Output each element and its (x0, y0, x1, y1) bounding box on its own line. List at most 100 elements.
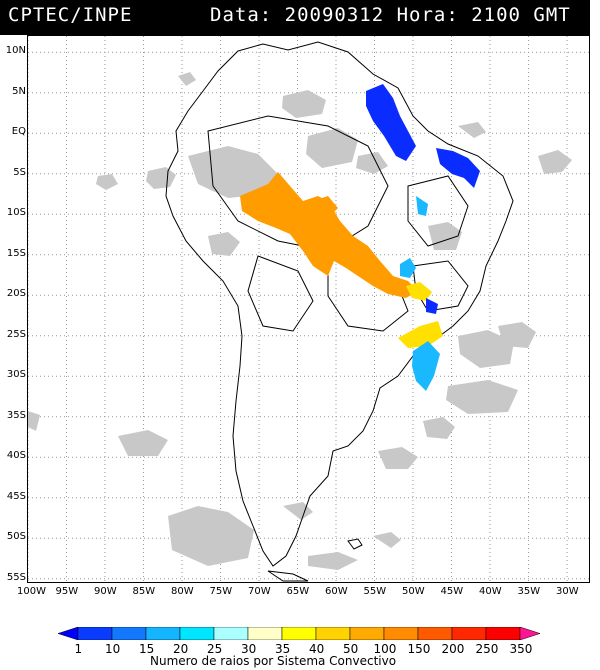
legend-color-swatch (281, 627, 317, 640)
cloud-area (356, 152, 388, 174)
cloud-area (118, 430, 168, 456)
legend-color-swatch (349, 627, 385, 640)
south-america-coastline (165, 41, 514, 567)
map-frame (27, 35, 590, 583)
longitude-label: 70W (248, 586, 271, 597)
cloud-area (446, 380, 518, 414)
legend-color-swatch (179, 627, 215, 640)
longitude-label: 90W (94, 586, 117, 597)
latitude-label: 15S (6, 247, 26, 259)
legend-color-swatch (451, 627, 487, 640)
longitude-label: 40W (479, 586, 502, 597)
legend-tick-label: 15 (139, 642, 155, 656)
longitude-label: 80W (171, 586, 194, 597)
storm-area-orange-main (240, 172, 418, 298)
latitude-label: 10N (5, 45, 26, 57)
cloud-area (282, 90, 326, 118)
latitude-label: 5S (13, 166, 26, 178)
latitude-label: 5N (12, 85, 26, 97)
legend-color-swatch (519, 627, 540, 640)
legend-tick-label: 350 (509, 642, 533, 656)
coastline (165, 41, 514, 582)
legend-color-swatch (315, 627, 351, 640)
longitude-label: 60W (325, 586, 348, 597)
storm-layer (240, 84, 480, 391)
legend-color-swatch (58, 627, 79, 640)
latitude-label: 30S (6, 369, 26, 381)
storm-area-yellow-a (406, 282, 432, 301)
cloud-area (423, 417, 455, 439)
org-title: CPTEC/INPE (8, 4, 133, 26)
storm-area-orange-branch (313, 196, 338, 218)
legend-tick-label: 10 (105, 642, 121, 656)
legend-tick-label: 35 (275, 642, 291, 656)
cloud-area (28, 411, 40, 431)
inland-region (407, 175, 469, 247)
tierra-del-fuego (267, 570, 309, 582)
legend-tick-label: 250 (475, 642, 499, 656)
cloud-area (96, 174, 118, 190)
legend-color-swatch (213, 627, 249, 640)
falkland-islands (347, 538, 363, 550)
legend-color-swatch (417, 627, 453, 640)
latitude-label: 45S (6, 490, 26, 502)
cloud-area (283, 502, 313, 520)
inland-region (207, 115, 389, 252)
storm-area-blue-northeast (436, 148, 480, 188)
storm-area-blue-north (366, 84, 416, 161)
longitude-label: 45W (440, 586, 464, 597)
legend-tick-label: 40 (309, 642, 325, 656)
cloud-area (168, 506, 254, 566)
storm-area-yellow-b (398, 321, 443, 348)
cloud-layer (28, 72, 572, 570)
title-bar: CPTEC/INPE Data: 20090312 Hora: 2100 GMT (0, 0, 590, 35)
latitude-label: EQ (11, 126, 26, 138)
storm-area-sky-southeast (412, 341, 440, 391)
longitude-label: 85W (132, 586, 156, 597)
color-legend-bar (58, 627, 540, 640)
legend-tick-label: 25 (207, 642, 223, 656)
cloud-area (458, 122, 486, 138)
legend-color-swatch (145, 627, 181, 640)
map-canvas (28, 36, 589, 582)
longitude-label: 30W (556, 586, 579, 597)
longitude-label: 100W (17, 586, 46, 597)
cloud-area (538, 150, 572, 174)
longitude-label: 95W (55, 586, 79, 597)
longitude-label: 65W (286, 586, 310, 597)
longitude-label: 50W (402, 586, 425, 597)
legend-tick-label: 20 (173, 642, 189, 656)
legend-tick-label: 150 (407, 642, 431, 656)
cloud-area (308, 552, 358, 570)
inland-region (247, 255, 314, 332)
cloud-area (146, 167, 176, 189)
legend-caption: Numero de raios por Sistema Convectivo (150, 654, 397, 668)
legend-cells (58, 627, 540, 640)
latitude-label: 25S (6, 328, 26, 340)
latitude-label: 40S (6, 450, 26, 462)
legend-color-swatch (77, 627, 113, 640)
legend-tick-label: 30 (241, 642, 257, 656)
longitude-label: 75W (209, 586, 233, 597)
cloud-area (373, 532, 401, 548)
longitude-label: 55W (363, 586, 387, 597)
legend-tick-label: 1 (74, 642, 83, 656)
legend-tick-label: 200 (441, 642, 465, 656)
latitude-label: 10S (6, 207, 26, 219)
storm-area-blue-coast (426, 298, 438, 314)
cloud-area (178, 72, 196, 86)
legend-color-swatch (247, 627, 283, 640)
legend-tick-label: 100 (373, 642, 397, 656)
cloud-area (306, 128, 358, 168)
graticule (28, 36, 589, 582)
latitude-label: 20S (6, 288, 26, 300)
legend-color-swatch (111, 627, 147, 640)
cloud-area (208, 232, 240, 256)
longitude-label: 35W (517, 586, 541, 597)
storm-area-sky-east (416, 196, 428, 216)
legend-color-swatch (485, 627, 521, 640)
latitude-label: 50S (6, 531, 26, 543)
legend-tick-label: 50 (343, 642, 359, 656)
storm-area-sky-south (400, 258, 416, 278)
latitude-label: 35S (6, 409, 26, 421)
